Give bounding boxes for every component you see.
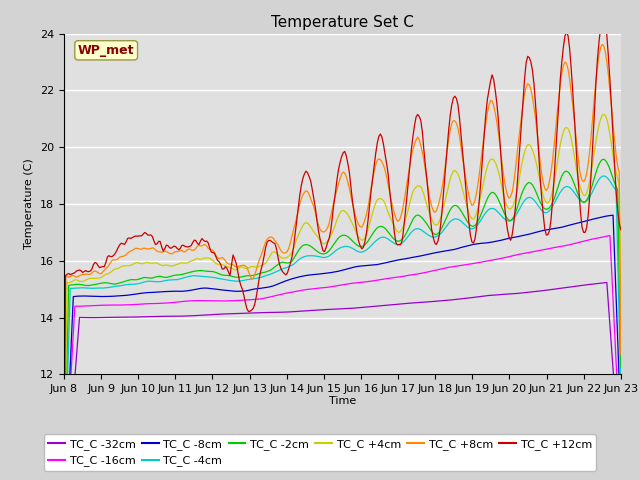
TC_C +4cm — [586, 178, 594, 183]
TC_C -8cm — [303, 272, 311, 278]
TC_C -16cm — [617, 456, 625, 462]
TC_C -4cm — [226, 277, 234, 283]
TC_C +8cm — [254, 261, 262, 267]
TC_C -2cm — [254, 271, 262, 277]
TC_C -32cm — [254, 310, 262, 316]
TC_C -8cm — [617, 420, 625, 426]
TC_C -4cm — [303, 253, 311, 259]
TC_C +4cm — [129, 262, 136, 268]
Line: TC_C +4cm: TC_C +4cm — [64, 114, 621, 480]
TC_C +4cm — [617, 316, 625, 322]
X-axis label: Time: Time — [329, 396, 356, 406]
Line: TC_C -8cm: TC_C -8cm — [64, 215, 621, 480]
TC_C -4cm — [617, 387, 625, 393]
TC_C +12cm — [129, 235, 136, 240]
TC_C -4cm — [244, 276, 252, 282]
TC_C -16cm — [303, 287, 311, 292]
TC_C +12cm — [226, 273, 234, 278]
TC_C -16cm — [254, 296, 262, 302]
TC_C -16cm — [244, 297, 252, 303]
TC_C +8cm — [244, 269, 252, 275]
TC_C -8cm — [129, 292, 136, 298]
TC_C -8cm — [226, 288, 234, 294]
TC_C -2cm — [129, 277, 136, 283]
Line: TC_C -2cm: TC_C -2cm — [64, 159, 621, 480]
TC_C +8cm — [303, 189, 311, 194]
TC_C -32cm — [586, 282, 594, 288]
TC_C -32cm — [129, 314, 136, 320]
TC_C +4cm — [226, 265, 234, 271]
TC_C +12cm — [244, 309, 252, 314]
TC_C -32cm — [303, 308, 311, 313]
TC_C -16cm — [606, 233, 614, 239]
TC_C +12cm — [586, 192, 594, 198]
TC_C +12cm — [600, 14, 607, 20]
TC_C -2cm — [303, 242, 311, 248]
TC_C -8cm — [254, 286, 262, 291]
TC_C +12cm — [617, 227, 625, 233]
TC_C -4cm — [586, 194, 594, 200]
TC_C +8cm — [586, 147, 594, 153]
TC_C +4cm — [600, 111, 607, 117]
Line: TC_C -16cm: TC_C -16cm — [64, 236, 621, 480]
Text: WP_met: WP_met — [78, 44, 134, 57]
TC_C -32cm — [226, 311, 234, 317]
TC_C +4cm — [303, 220, 311, 226]
TC_C -4cm — [129, 281, 136, 287]
Line: TC_C -32cm: TC_C -32cm — [64, 283, 621, 480]
TC_C -16cm — [586, 237, 594, 242]
TC_C +8cm — [598, 42, 606, 48]
TC_C -8cm — [609, 212, 617, 218]
TC_C +12cm — [303, 170, 311, 176]
TC_C +4cm — [254, 264, 262, 270]
TC_C -2cm — [226, 273, 234, 279]
TC_C -2cm — [600, 156, 607, 162]
TC_C -2cm — [586, 190, 594, 196]
TC_C -16cm — [226, 298, 234, 304]
Title: Temperature Set C: Temperature Set C — [271, 15, 414, 30]
TC_C -8cm — [244, 288, 252, 293]
TC_C -16cm — [129, 302, 136, 308]
TC_C +8cm — [129, 247, 136, 253]
TC_C -2cm — [617, 364, 625, 370]
TC_C -8cm — [586, 217, 594, 223]
TC_C +8cm — [60, 420, 68, 425]
TC_C +8cm — [617, 352, 625, 358]
Line: TC_C -4cm: TC_C -4cm — [64, 176, 621, 480]
TC_C +4cm — [244, 265, 252, 271]
TC_C -4cm — [600, 173, 607, 179]
TC_C +12cm — [254, 284, 262, 289]
TC_C -4cm — [254, 275, 262, 281]
TC_C -32cm — [244, 310, 252, 316]
Y-axis label: Temperature (C): Temperature (C) — [24, 158, 35, 250]
Line: TC_C +8cm: TC_C +8cm — [64, 45, 621, 422]
Legend: TC_C -32cm, TC_C -16cm, TC_C -8cm, TC_C -4cm, TC_C -2cm, TC_C +4cm, TC_C +8cm, T: TC_C -32cm, TC_C -16cm, TC_C -8cm, TC_C … — [44, 434, 596, 471]
Line: TC_C +12cm: TC_C +12cm — [64, 17, 621, 480]
TC_C -2cm — [244, 273, 252, 278]
TC_C -32cm — [603, 280, 611, 286]
TC_C +8cm — [226, 261, 234, 267]
TC_C -32cm — [617, 474, 625, 480]
